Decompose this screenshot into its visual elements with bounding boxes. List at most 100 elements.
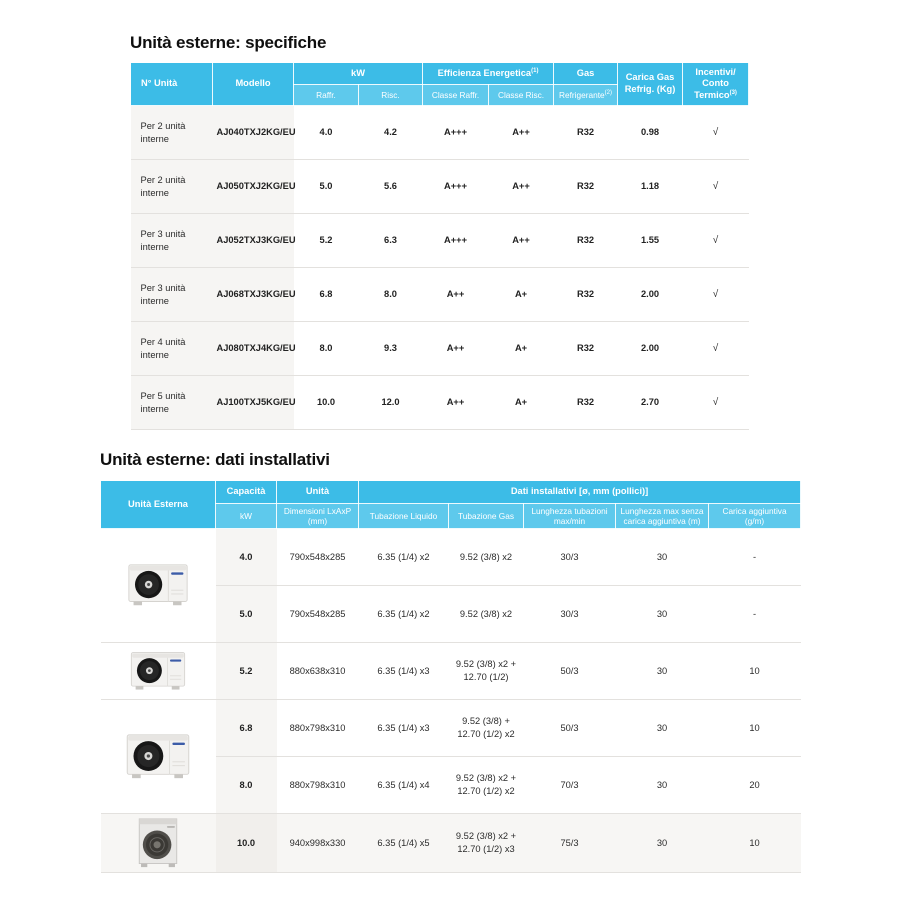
header-tubazione-liquido: Tubazione Liquido [358,503,449,529]
cell-gas: R32 [553,321,618,376]
table-row: 5.0 790x548x285 6.35 (1/4) x2 9.52 (3/8)… [101,585,801,643]
table-row: Per 2 unità interne AJ040TXJ2KG/EU 4.0 4… [130,105,749,160]
cell-raff: 8.0 [293,321,359,376]
cell-classe-raff: A+++ [422,159,489,214]
cell-lunghezza-max: 30 [615,528,709,586]
cell-modello: AJ080TXJ4KG/EU [212,321,296,376]
header-lunghezza-max: Lunghezza max senza carica aggiuntiva (m… [615,503,709,529]
header-raff: Raffr. [293,84,359,106]
outdoor-unit-large-image [138,818,178,868]
header-efficienza-group: Efficienza Energetica(1) [422,62,555,85]
header-kw-group: kW [292,62,424,85]
cell-lunghezza: 70/3 [523,756,616,814]
cell-classe-risc: A+ [488,321,554,376]
cell-tubazione-liquido: 6.35 (1/4) x5 [358,813,449,873]
table-row: 8.0 880x798x310 6.35 (1/4) x4 9.52 (3/8)… [101,756,801,814]
header-capacita-kw: kW [215,503,277,529]
cell-capacita: 5.2 [215,642,277,700]
table-row: 6.8 880x798x310 6.35 (1/4) x3 9.52 (3/8)… [100,699,801,814]
cell-lunghezza-max: 30 [615,642,709,700]
outdoor-unit-photo [100,528,216,643]
cell-tubazione-liquido: 6.35 (1/4) x3 [358,642,449,700]
cell-gas: R32 [553,159,618,214]
cell-lunghezza-max: 30 [615,699,709,757]
cell-incentivi-check: √ [682,267,749,322]
outdoor-unit-small-image [130,651,186,690]
header-n-unita: N° Unità [130,62,213,106]
header-classe-risc: Classe Risc. [488,84,555,106]
cell-n-unita: Per 3 unità interne [130,213,213,268]
cell-tubazione-gas: 9.52 (3/8) x2 [448,585,524,643]
cell-classe-risc: A++ [488,105,554,160]
cell-modello: AJ068TXJ3KG/EU [212,267,296,322]
cell-carica-aggiuntiva: 10 [708,813,801,873]
cell-lunghezza: 50/3 [523,699,616,757]
outdoor-unit-photo [100,813,216,873]
cell-raff: 5.0 [293,159,359,214]
outdoor-unit-photo [100,642,216,700]
cell-dimensioni: 790x548x285 [276,585,359,643]
cell-gas: R32 [553,213,618,268]
cell-carica: 1.18 [617,159,683,214]
cell-risc: 9.3 [358,321,423,376]
cell-lunghezza: 75/3 [523,813,616,873]
header-unita-group: Unità [276,480,359,504]
cell-classe-raff: A++ [422,321,489,376]
cell-risc: 8.0 [358,267,423,322]
cell-incentivi-check: √ [682,159,749,214]
header-unita-esterna: Unità Esterna [100,480,216,529]
cell-raff: 10.0 [293,375,359,430]
cell-risc: 6.3 [358,213,423,268]
install-table: Unità Esterna Capacità Unità Dati instal… [100,480,802,873]
table-row: Per 5 unità interne AJ100TXJ5KG/EU 10.0 … [130,375,749,430]
cell-tubazione-gas: 9.52 (3/8) x2 + 12.70 (1/2) x2 [448,756,524,814]
cell-carica-aggiuntiva: - [708,585,801,643]
cell-classe-raff: A+++ [422,213,489,268]
cell-risc: 5.6 [358,159,423,214]
cell-classe-risc: A+ [488,267,554,322]
cell-risc: 4.2 [358,105,423,160]
header-carica-gas: Carica Gas Refrig. (Kg) [617,62,684,106]
cell-n-unita: Per 2 unità interne [130,159,213,214]
cell-tubazione-gas: 9.52 (3/8) x2 + 12.70 (1/2) x3 [448,813,524,873]
cell-gas: R32 [553,375,618,430]
cell-classe-risc: A++ [488,213,554,268]
cell-lunghezza: 50/3 [523,642,616,700]
table-row: 5.2 880x638x310 6.35 (1/4) x3 9.52 (3/8)… [100,642,801,700]
table-row: 10.0 940x998x330 6.35 (1/4) x5 9.52 (3/8… [100,813,801,873]
cell-tubazione-liquido: 6.35 (1/4) x2 [358,528,449,586]
cell-n-unita: Per 3 unità interne [130,267,213,322]
cell-incentivi-check: √ [682,375,749,430]
cell-tubazione-gas: 9.52 (3/8) + 12.70 (1/2) x2 [448,699,524,757]
cell-carica-aggiuntiva: - [708,528,801,586]
cell-gas: R32 [553,267,618,322]
cell-dimensioni: 940x998x330 [276,813,359,873]
cell-modello: AJ040TXJ2KG/EU [212,105,296,160]
cell-raff: 4.0 [293,105,359,160]
cell-n-unita: Per 5 unità interne [130,375,213,430]
install-table-title: Unità esterne: dati installativi [100,450,330,469]
cell-dimensioni: 880x798x310 [276,756,359,814]
cell-carica-aggiuntiva: 10 [708,642,801,700]
header-modello: Modello [212,62,294,106]
cell-gas: R32 [553,105,618,160]
header-risc: Risc. [357,84,424,106]
cell-lunghezza-max: 30 [615,813,709,873]
cell-tubazione-liquido: 6.35 (1/4) x4 [358,756,449,814]
cell-classe-risc: A+ [488,375,554,430]
cell-raff: 6.8 [293,267,359,322]
cell-incentivi-check: √ [682,105,749,160]
header-incentivi: Incentivi/ Conto Termico(3) [682,62,750,106]
cell-tubazione-gas: 9.52 (3/8) x2 [448,528,524,586]
table-row: Per 4 unità interne AJ080TXJ4KG/EU 8.0 9… [130,321,749,376]
cell-tubazione-gas: 9.52 (3/8) x2 + 12.70 (1/2) [448,642,524,700]
cell-n-unita: Per 2 unità interne [130,105,213,160]
header-carica-aggiuntiva: Carica aggiuntiva (g/m) [707,503,802,529]
cell-capacita: 6.8 [215,699,277,757]
table-row: Per 3 unità interne AJ052TXJ3KG/EU 5.2 6… [130,213,749,268]
table-row: Per 3 unità interne AJ068TXJ3KG/EU 6.8 8… [130,267,749,322]
cell-carica: 2.00 [617,267,683,322]
cell-raff: 5.2 [293,213,359,268]
cell-classe-risc: A++ [488,159,554,214]
specs-table: N° Unità Modello kW Efficienza Energetic… [130,62,750,430]
